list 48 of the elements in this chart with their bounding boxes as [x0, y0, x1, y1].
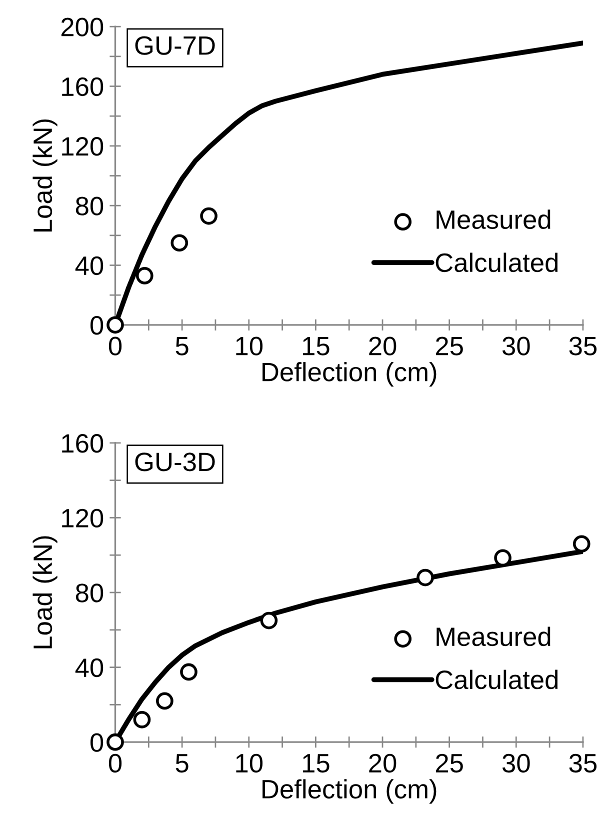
x-tick-label: 20	[369, 754, 396, 773]
annotation: GU-3D	[135, 452, 215, 472]
y-tick-label: 80	[76, 196, 104, 216]
x-axis-title: Deflection (cm)	[262, 779, 436, 804]
x-tick-label: 30	[502, 336, 530, 356]
y-axis-title: Load (kN)	[32, 119, 58, 232]
point	[170, 234, 188, 252]
x-tick-label: 15	[303, 754, 330, 773]
y-tick-label: 160	[62, 77, 104, 96]
y-tick-label: 40	[75, 256, 104, 276]
x-tick-label: 35	[569, 754, 597, 773]
legend-label: Measured	[436, 210, 550, 230]
point	[572, 535, 590, 553]
x-tick-label: 35	[569, 336, 597, 356]
point	[106, 733, 124, 751]
x-tick-label: 10	[236, 336, 263, 356]
y-tick-label: 160	[62, 434, 104, 453]
y-axis-title: Load (kN)	[32, 536, 58, 648]
x-tick-label: 5	[176, 337, 188, 356]
annotation: GU-7D	[135, 36, 215, 55]
x-tick-label: 15	[303, 337, 330, 356]
x-tick-label: 10	[236, 754, 263, 773]
x-tick-label: 25	[436, 336, 463, 356]
point	[200, 207, 218, 225]
point	[180, 663, 198, 681]
legend-label: Calculated	[436, 670, 558, 690]
y-tick-label: 0	[90, 733, 104, 752]
point	[416, 568, 434, 586]
y-tick-label: 0	[90, 316, 104, 335]
point	[260, 612, 278, 630]
x-tick-label: 5	[176, 754, 188, 773]
point	[156, 692, 174, 710]
x-tick-label: 25	[436, 754, 463, 773]
x-tick-label: 20	[369, 336, 396, 356]
x-tick-label: 0	[108, 754, 122, 773]
y-tick-label: 40	[75, 658, 104, 678]
x-axis-title: Deflection (cm)	[262, 362, 436, 387]
y-tick-label: 120	[62, 137, 104, 156]
legend-label: Measured	[436, 626, 550, 646]
legend-label: Calculated	[436, 252, 558, 272]
x-tick-label: 30	[502, 754, 530, 773]
y-tick-label: 120	[62, 508, 104, 528]
point	[136, 267, 154, 284]
point	[106, 316, 124, 334]
x-tick-label: 0	[108, 336, 122, 356]
y-tick-label: 80	[76, 584, 104, 602]
y-tick-label: 200	[61, 18, 104, 36]
point	[133, 710, 151, 728]
